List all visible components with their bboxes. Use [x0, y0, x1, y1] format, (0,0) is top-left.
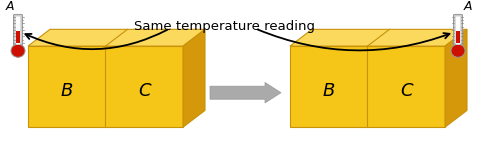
Text: B: B — [322, 82, 334, 100]
Polygon shape — [289, 29, 466, 46]
Polygon shape — [289, 46, 444, 127]
Text: B: B — [60, 82, 73, 100]
Polygon shape — [182, 29, 204, 127]
FancyBboxPatch shape — [455, 16, 459, 45]
Polygon shape — [28, 29, 204, 46]
Text: C: C — [399, 82, 412, 100]
Text: A: A — [463, 0, 471, 14]
Bar — [455, 31, 459, 43]
Bar — [16, 31, 20, 43]
Text: A: A — [6, 0, 14, 14]
Circle shape — [450, 44, 464, 57]
Polygon shape — [28, 46, 182, 127]
Circle shape — [11, 44, 25, 57]
FancyBboxPatch shape — [13, 14, 23, 45]
FancyBboxPatch shape — [453, 14, 462, 45]
Polygon shape — [444, 29, 466, 127]
Text: Same temperature reading: Same temperature reading — [134, 20, 315, 33]
FancyArrow shape — [210, 82, 280, 103]
FancyBboxPatch shape — [16, 16, 20, 45]
Text: C: C — [138, 82, 150, 100]
